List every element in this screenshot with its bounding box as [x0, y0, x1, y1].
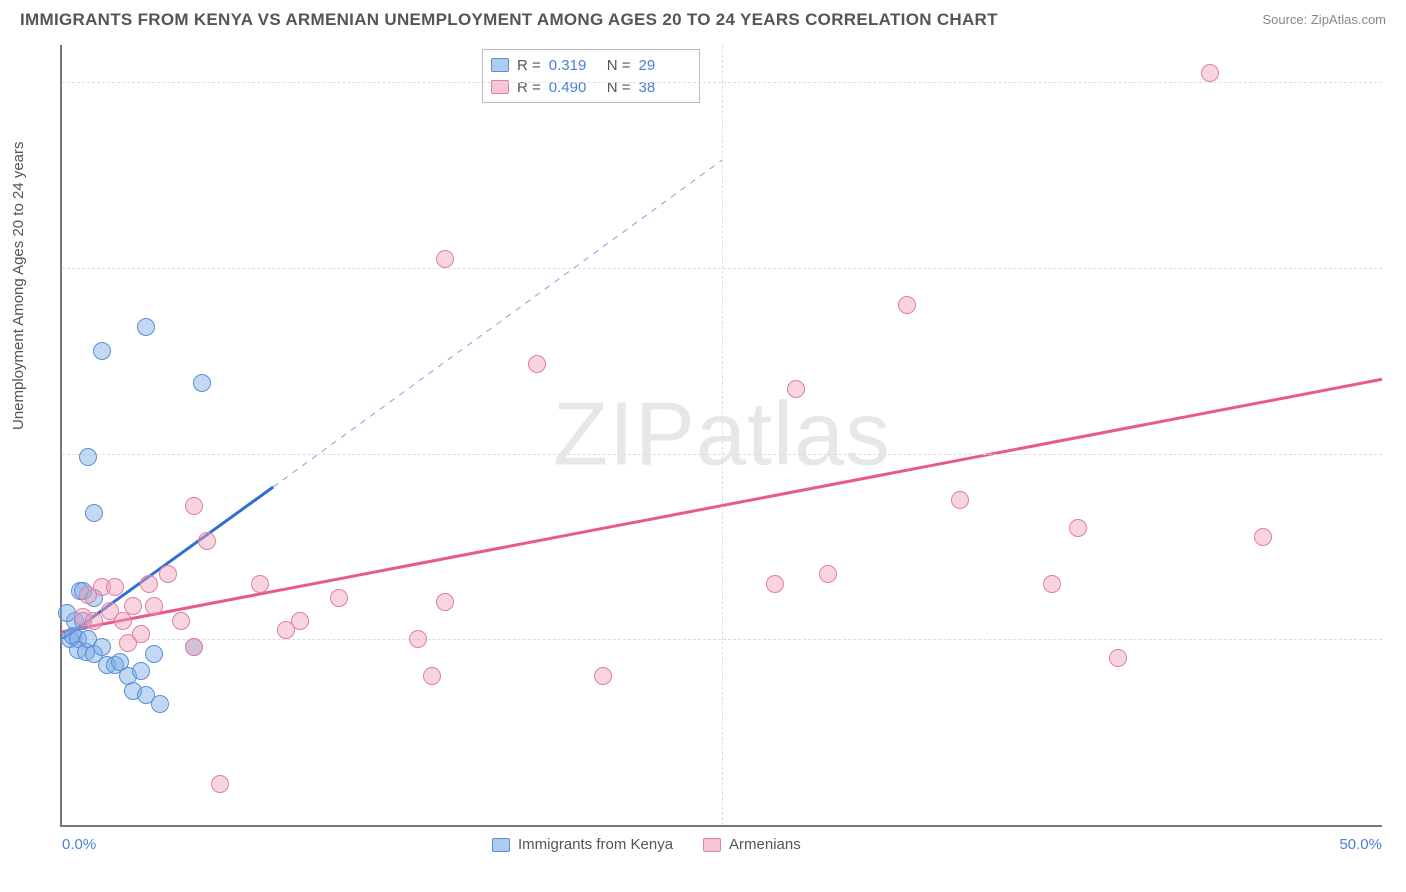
- data-point: [528, 355, 546, 373]
- data-point: [951, 491, 969, 509]
- data-point: [145, 645, 163, 663]
- data-point: [172, 612, 190, 630]
- legend-item-kenya: Immigrants from Kenya: [492, 836, 673, 853]
- data-point: [85, 504, 103, 522]
- data-point: [185, 497, 203, 515]
- data-point: [106, 578, 124, 596]
- legend-item-armenians: Armenians: [703, 836, 801, 853]
- data-point: [132, 662, 150, 680]
- data-point: [185, 638, 203, 656]
- data-point: [193, 374, 211, 392]
- data-point: [766, 575, 784, 593]
- data-point: [819, 565, 837, 583]
- data-point: [124, 597, 142, 615]
- data-point: [409, 630, 427, 648]
- data-point: [423, 667, 441, 685]
- x-tick-label: 0.0%: [62, 836, 96, 853]
- n-value: 38: [639, 79, 689, 96]
- swatch-icon: [703, 838, 721, 852]
- data-point: [93, 342, 111, 360]
- data-point: [291, 612, 309, 630]
- gridline-v: [722, 45, 723, 825]
- data-point: [594, 667, 612, 685]
- correlation-legend: R = 0.319 N = 29 R = 0.490 N = 38: [482, 49, 700, 103]
- legend-row-kenya: R = 0.319 N = 29: [491, 54, 689, 76]
- data-point: [1109, 649, 1127, 667]
- data-point: [145, 597, 163, 615]
- r-value: 0.490: [549, 79, 599, 96]
- y-tick-label: 30.0%: [1392, 259, 1406, 276]
- data-point: [787, 380, 805, 398]
- scatter-plot-area: ZIPatlas R = 0.319 N = 29 R = 0.490 N = …: [60, 45, 1382, 827]
- chart-title: IMMIGRANTS FROM KENYA VS ARMENIAN UNEMPL…: [20, 10, 998, 30]
- data-point: [140, 575, 158, 593]
- n-value: 29: [639, 57, 689, 74]
- data-point: [93, 638, 111, 656]
- data-point: [898, 296, 916, 314]
- data-point: [436, 593, 454, 611]
- data-point: [436, 250, 454, 268]
- data-point: [85, 612, 103, 630]
- data-point: [159, 565, 177, 583]
- data-point: [198, 532, 216, 550]
- data-point: [1201, 64, 1219, 82]
- y-tick-label: 20.0%: [1392, 445, 1406, 462]
- data-point: [330, 589, 348, 607]
- y-tick-label: 10.0%: [1392, 631, 1406, 648]
- data-point: [1254, 528, 1272, 546]
- data-point: [151, 695, 169, 713]
- data-point: [1069, 519, 1087, 537]
- y-axis-label: Unemployment Among Ages 20 to 24 years: [10, 141, 27, 430]
- series-legend: Immigrants from Kenya Armenians: [492, 836, 801, 853]
- data-point: [132, 625, 150, 643]
- data-point: [211, 775, 229, 793]
- legend-row-armenians: R = 0.490 N = 38: [491, 76, 689, 98]
- trend-line-extrapolated: [273, 160, 722, 487]
- x-tick-label: 50.0%: [1339, 836, 1382, 853]
- swatch-icon: [492, 838, 510, 852]
- data-point: [1043, 575, 1061, 593]
- source-attribution: Source: ZipAtlas.com: [1262, 12, 1386, 27]
- data-point: [251, 575, 269, 593]
- data-point: [79, 448, 97, 466]
- data-point: [137, 318, 155, 336]
- swatch-icon: [491, 58, 509, 72]
- r-value: 0.319: [549, 57, 599, 74]
- data-point: [114, 612, 132, 630]
- y-tick-label: 40.0%: [1392, 74, 1406, 91]
